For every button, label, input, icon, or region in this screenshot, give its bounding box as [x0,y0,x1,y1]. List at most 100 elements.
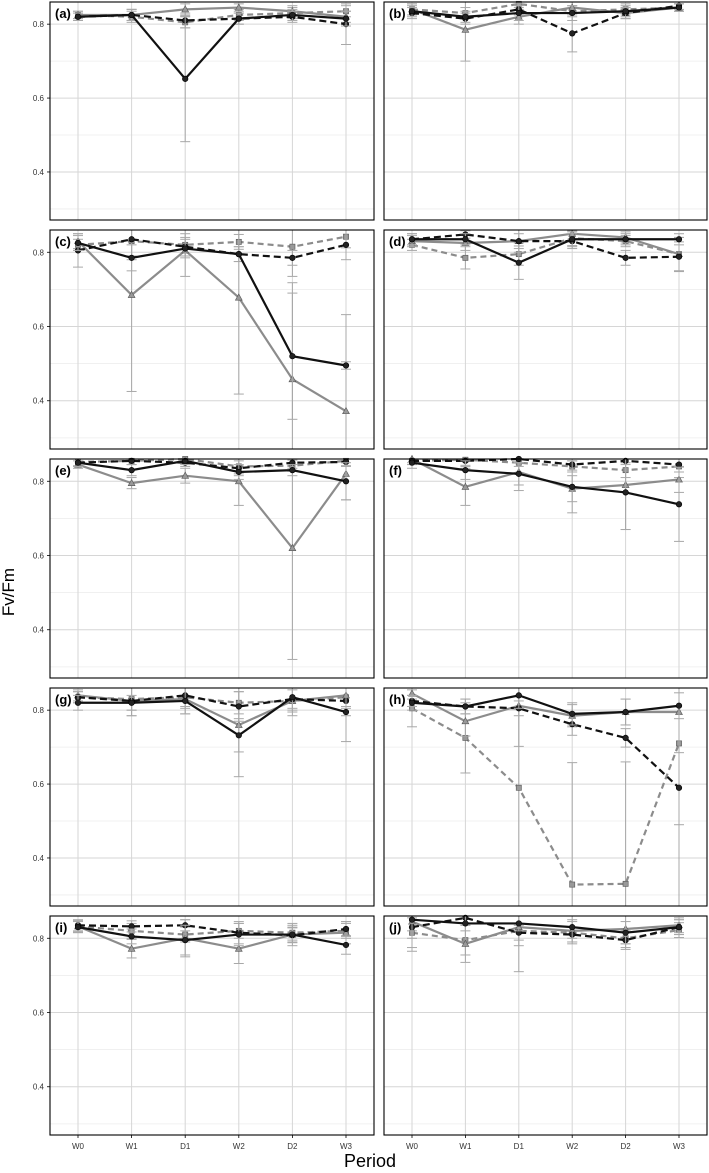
y-tick-label: 0.4 [33,397,45,406]
data-point [461,717,470,725]
data-point [622,929,629,936]
data-point [182,697,189,705]
data-point [342,15,350,22]
data-point [235,15,242,22]
data-point [462,236,469,243]
x-tick-label: W2 [566,1142,579,1151]
data-point [128,699,135,706]
panel-label: (g) [55,692,72,707]
data-point [622,254,629,261]
data-point [461,939,470,947]
data-point [342,478,350,485]
panel-h: (h) [383,687,708,907]
panel-a: (a) 0.4 0.6 0.8 [33,1,375,221]
data-point [675,702,683,709]
x-tick-label: D1 [180,1142,191,1151]
series-line-black-dashed [77,924,347,937]
panel-e: (e) 0.4 0.6 0.8 [33,456,375,679]
data-point [675,501,683,508]
y-axis-label: Fv/Fm [0,568,18,616]
data-point [182,937,189,944]
panel-label: (i) [55,920,67,935]
y-tick-label: 0.4 [33,626,45,635]
data-point [127,944,136,952]
data-point [342,941,350,949]
data-point [342,241,350,248]
panel-b: (b) [383,0,708,221]
data-point [462,703,469,710]
panel-frame [49,687,375,907]
series-line-gray-dashed [77,925,347,936]
data-point [74,239,82,247]
data-point [74,924,82,931]
data-point [289,11,296,19]
data-point [234,3,243,11]
y-tick-label: 0.4 [33,168,45,177]
y-tick-label: 0.8 [33,477,45,486]
data-point [675,461,683,468]
data-point [515,920,522,927]
panel-i: (i) 0.4 0.6 0.8 W0 W1 D1 W2 D2 W3 [33,915,375,1151]
x-tick-label: W0 [406,1142,419,1151]
panel-label: (e) [55,463,71,478]
data-point [289,243,296,250]
panel-c: (c) 0.4 0.6 0.8 [33,229,375,450]
data-point [234,293,243,301]
data-point [128,11,135,19]
data-point [289,931,296,938]
series-line-black-solid [411,6,680,18]
panel-label: (f) [389,463,402,478]
panel-frame [49,1,375,221]
series-line-black-solid [77,459,347,483]
data-point [569,236,576,243]
data-point [128,236,135,243]
panel-frame [49,458,375,679]
data-point [342,925,350,933]
x-tick-label: W1 [126,1142,139,1151]
data-point [74,459,82,466]
data-point [462,920,469,927]
x-axis-label: Period [344,1151,396,1171]
series-line-black-dashed [412,457,680,466]
data-point [408,916,416,923]
data-point [408,236,416,243]
data-point [569,924,576,931]
panel-frame [383,915,708,1136]
panel-d: (d) [383,229,708,450]
data-point [408,8,416,15]
y-tick-label: 0.8 [33,706,45,715]
data-point [675,253,683,260]
data-point [569,30,576,37]
data-point [462,13,469,20]
data-point [569,881,576,888]
series-line-black-solid [411,461,680,506]
data-point [569,9,576,17]
data-point [515,238,522,245]
data-point [182,75,189,82]
data-point [235,468,242,476]
data-point [234,944,243,952]
x-tick-label: W3 [673,1142,686,1151]
data-point [408,459,416,466]
series-line-black-dashed [411,4,680,35]
data-point [342,362,350,369]
series-line-black-solid [77,926,347,947]
panel-frame [383,687,708,907]
data-point [289,467,296,474]
series-line-gray-dashed [411,707,681,886]
y-tick-label: 0.6 [33,94,45,103]
data-point [515,9,522,17]
data-point [515,470,522,477]
y-tick-label: 0.6 [33,323,45,332]
panel-label: (b) [389,6,406,21]
data-point [128,933,135,940]
data-point [128,467,135,474]
series-line-gray-solid [411,458,680,490]
data-point [127,290,136,298]
y-tick-label: 0.6 [33,780,45,789]
panel-label: (j) [389,920,401,935]
data-point [127,478,136,487]
series-line-gray-solid [77,463,347,550]
series-line-gray-dashed [411,2,680,15]
data-point [74,699,82,706]
